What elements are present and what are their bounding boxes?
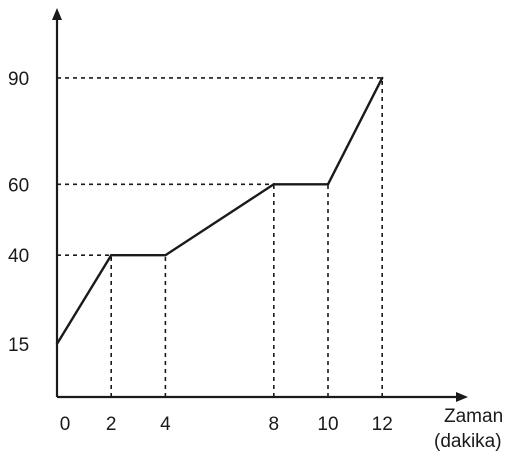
- y-tick-label-40: 40: [8, 246, 29, 267]
- x-tick-label-2: 2: [106, 414, 117, 435]
- x-tick-label-8: 8: [269, 414, 280, 435]
- y-tick-label-15: 15: [8, 335, 29, 356]
- guide-lines: [57, 77, 384, 397]
- x-tick-label-10: 10: [317, 414, 338, 435]
- y-tick-label-90: 90: [8, 69, 29, 90]
- x-axis-label: Zaman: [444, 406, 503, 427]
- axes: [52, 8, 468, 402]
- x-tick-label-12: 12: [372, 414, 393, 435]
- series-line: [55, 76, 384, 346]
- series-segment-0: [55, 253, 113, 346]
- y-tick-labels: 15 40 60 90: [8, 69, 29, 356]
- x-tick-labels: 0 2 4 8 10 12: [60, 414, 393, 435]
- x-axis-unit-label: (dakika): [434, 431, 502, 452]
- x-axis-arrow-icon: [456, 392, 468, 402]
- series-segment-2: [164, 183, 275, 257]
- series-segment-4: [326, 76, 384, 186]
- x-tick-label-4: 4: [160, 414, 171, 435]
- x-tick-label-0: 0: [60, 414, 71, 435]
- y-axis-arrow-icon: [52, 8, 62, 20]
- y-tick-label-60: 60: [8, 175, 29, 196]
